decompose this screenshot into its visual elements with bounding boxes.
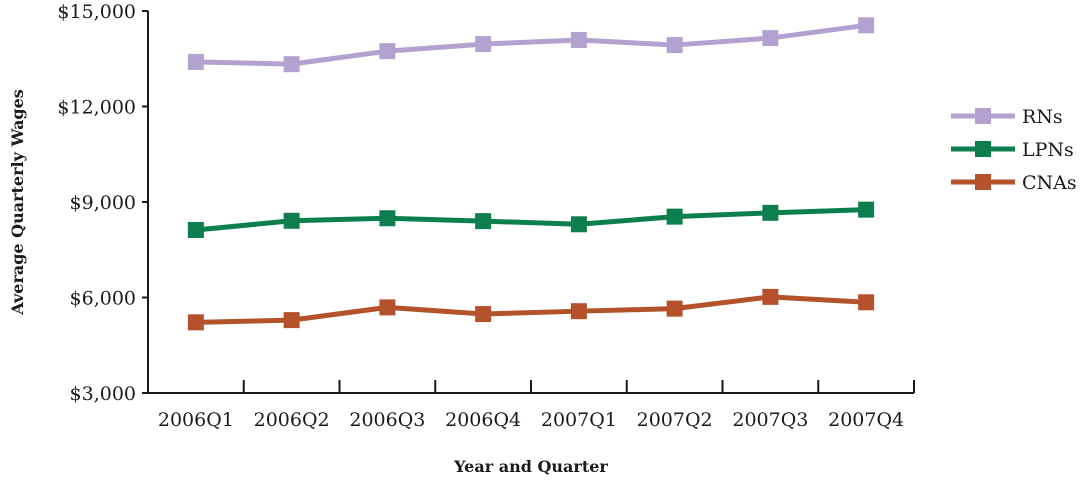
series-rns — [187, 17, 875, 73]
y-tick-label: $15,000 — [57, 1, 136, 23]
data-point-lpns — [187, 222, 204, 239]
data-point-rns — [570, 31, 587, 48]
data-point-lpns — [379, 210, 396, 227]
data-point-cnas — [666, 300, 683, 317]
data-point-cnas — [570, 303, 587, 320]
legend-item-rns: RNs — [951, 106, 1063, 128]
x-axis-ticks: 2006Q1 2006Q2 2006Q3 2006Q4 2007Q1 2007Q2 2007… — [158, 380, 915, 431]
data-point-cnas — [379, 299, 396, 316]
series-line-lpns — [195, 207, 867, 233]
data-point-cnas — [858, 294, 875, 311]
y-tick-label: $6,000 — [70, 288, 136, 310]
data-point-rns — [762, 30, 779, 47]
y-axis-title: Average Quarterly Wages — [8, 89, 27, 316]
data-point-rns — [379, 43, 396, 60]
data-point-cnas — [762, 288, 779, 305]
data-point-lpns — [283, 212, 300, 229]
data-point-cnas — [283, 312, 300, 329]
data-point-lpns — [858, 201, 875, 218]
x-tick-label: 2006Q4 — [445, 409, 521, 431]
legend-label: CNAs — [1022, 172, 1077, 194]
legend-swatch-marker — [975, 174, 991, 190]
x-tick-label: 2007Q1 — [541, 409, 617, 431]
data-point-cnas — [187, 314, 204, 331]
legend: RNs LPNs CNAs — [951, 106, 1077, 194]
legend-label: LPNs — [1022, 139, 1074, 161]
data-point-lpns — [475, 213, 492, 230]
x-tick-label: 2006Q2 — [254, 409, 330, 431]
legend-swatch-marker — [975, 141, 991, 157]
x-tick-label: 2007Q3 — [732, 409, 808, 431]
series-lpns — [187, 201, 875, 239]
data-point-rns — [475, 36, 492, 53]
y-tick-label: $3,000 — [70, 383, 136, 405]
data-point-lpns — [762, 204, 779, 221]
series-cnas — [187, 288, 875, 331]
series-layer — [187, 17, 875, 331]
legend-label: RNs — [1022, 106, 1063, 128]
data-point-lpns — [666, 208, 683, 225]
data-point-cnas — [475, 306, 492, 323]
data-point-lpns — [570, 216, 587, 233]
legend-item-cnas: CNAs — [951, 172, 1077, 194]
data-point-rns — [858, 17, 875, 34]
x-tick-label: 2006Q1 — [158, 409, 234, 431]
x-tick-label: 2006Q3 — [349, 409, 425, 431]
x-axis-title: Year and Quarter — [453, 457, 608, 476]
legend-swatch-marker — [975, 108, 991, 124]
x-tick-label: 2007Q4 — [828, 409, 904, 431]
data-point-rns — [187, 53, 204, 70]
y-tick-label: $12,000 — [57, 97, 136, 119]
x-tick-label: 2007Q2 — [637, 409, 713, 431]
y-axis-ticks: $3,000 $6,000 $9,000 $12,000 $15,000 — [57, 1, 148, 405]
series-line-cnas — [195, 294, 867, 325]
data-point-rns — [283, 56, 300, 73]
legend-item-lpns: LPNs — [951, 139, 1074, 161]
y-tick-label: $9,000 — [70, 192, 136, 214]
series-line-rns — [195, 22, 867, 67]
data-point-rns — [666, 37, 683, 54]
